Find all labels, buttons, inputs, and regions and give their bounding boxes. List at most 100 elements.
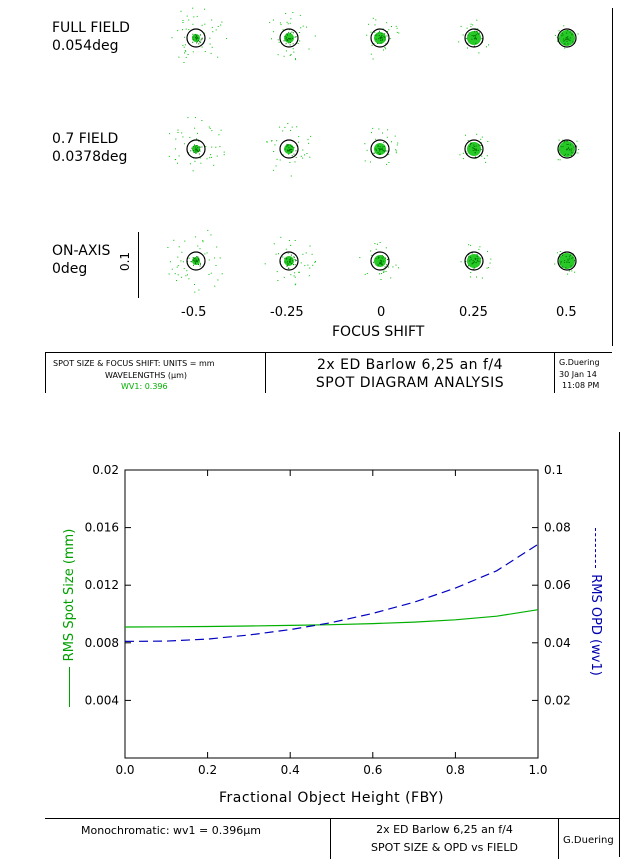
spot-dot <box>199 263 201 265</box>
time: 11:08 PM <box>562 381 600 390</box>
spot-dot <box>287 23 289 25</box>
spot-dot <box>372 127 374 129</box>
spot-dot <box>366 34 368 36</box>
x-axis-label: Fractional Object Height (FBY) <box>219 790 444 806</box>
spot-dot <box>194 257 196 259</box>
spot-dot <box>568 149 570 151</box>
spot-dot <box>473 148 475 150</box>
spot-dot <box>266 141 268 143</box>
spot-dot <box>221 273 223 275</box>
spot-dot <box>562 34 564 36</box>
spot-dot <box>467 34 469 36</box>
spot-dot <box>279 126 281 128</box>
spot-dot <box>381 257 383 259</box>
spot-dot <box>196 138 197 140</box>
spot-dot <box>379 242 381 243</box>
spot-dot <box>470 144 471 146</box>
spot-dot <box>190 261 192 263</box>
spot-dot <box>194 117 196 118</box>
spot-dot <box>279 22 281 24</box>
spot-dot <box>470 272 472 273</box>
right-legend-line <box>595 528 596 569</box>
spot-dot <box>264 263 266 265</box>
spot-dot <box>193 264 194 266</box>
spot-dot <box>307 138 309 140</box>
spot-dot <box>180 260 182 262</box>
spot-dot <box>273 19 274 21</box>
spot-dot <box>196 260 198 262</box>
spot-cell <box>168 117 225 172</box>
spot-dot <box>196 42 197 44</box>
spot-dot <box>223 151 225 153</box>
spot-dot <box>284 261 286 263</box>
spot-dot <box>375 149 377 151</box>
spot-dot <box>567 273 569 275</box>
spot-dot <box>295 259 297 261</box>
spot-dot <box>285 38 287 40</box>
spot-dot <box>191 147 193 149</box>
spot-dot <box>474 29 476 31</box>
spot-dot <box>388 153 390 155</box>
spot-dot <box>293 147 295 149</box>
spot-dot <box>195 153 197 154</box>
spot-dot <box>381 39 383 40</box>
spot-dot <box>373 43 375 45</box>
airy-disk-circle <box>186 28 206 48</box>
spot-dot <box>195 39 197 41</box>
focus-shift-tick: 0.5 <box>556 305 577 320</box>
spot-dot <box>194 127 196 129</box>
spot-dot <box>474 267 476 269</box>
chart-title-line1: 2x ED Barlow 6,25 an f/4 <box>376 823 513 836</box>
spot-dot <box>289 261 291 262</box>
chart-title-block: Monochromatic: wv1 = 0.396µm 2x ED Barlo… <box>45 818 619 859</box>
spot-dot <box>473 261 475 263</box>
spot-dot <box>371 44 373 46</box>
spot-dot <box>380 38 382 40</box>
spot-dot <box>196 37 198 39</box>
spot-dot <box>290 148 292 150</box>
spot-dot <box>366 149 368 151</box>
spot-dot <box>468 244 470 246</box>
spot-dot <box>471 252 473 254</box>
spot-dot <box>299 40 301 42</box>
airy-disk-circle <box>557 251 577 271</box>
spot-dot <box>185 275 187 277</box>
spot-dot <box>382 132 383 134</box>
spot-dot <box>385 264 387 266</box>
spot-dot <box>168 155 170 157</box>
spot-dot <box>288 147 290 149</box>
spot-dot <box>178 155 180 157</box>
plot-frame <box>124 469 539 759</box>
spot-dot <box>286 265 288 267</box>
spot-dot <box>375 258 377 260</box>
spot-dot <box>216 246 218 248</box>
spot-dot <box>470 142 472 144</box>
spot-dot <box>213 164 215 166</box>
spot-dot <box>379 36 381 38</box>
spot-dot <box>576 140 578 142</box>
spot-dot <box>481 136 483 138</box>
spot-title-block: SPOT SIZE & FOCUS SHIFT: UNITS = mm WAVE… <box>45 352 612 393</box>
airy-disk-circle <box>557 139 577 159</box>
spot-dot <box>209 157 211 159</box>
spot-dot <box>206 252 208 254</box>
spot-dot <box>309 156 311 158</box>
spot-dot <box>379 150 381 152</box>
spot-dot <box>473 35 475 37</box>
spot-dot <box>284 148 286 150</box>
field-name: 0.7 FIELD <box>52 131 119 147</box>
spot-dot <box>196 15 198 17</box>
spot-dot <box>381 149 383 151</box>
spot-dot <box>384 47 386 48</box>
spot-dot <box>286 39 288 41</box>
spot-dot <box>477 149 479 151</box>
spot-dot <box>283 276 285 278</box>
spot-dot <box>209 43 211 45</box>
spot-dot <box>563 43 565 45</box>
spot-dot <box>394 135 396 137</box>
spot-dot <box>377 145 379 147</box>
spot-dot <box>188 152 190 154</box>
spot-dot <box>375 248 377 250</box>
spot-dot <box>183 143 185 145</box>
spot-dot <box>478 144 480 146</box>
